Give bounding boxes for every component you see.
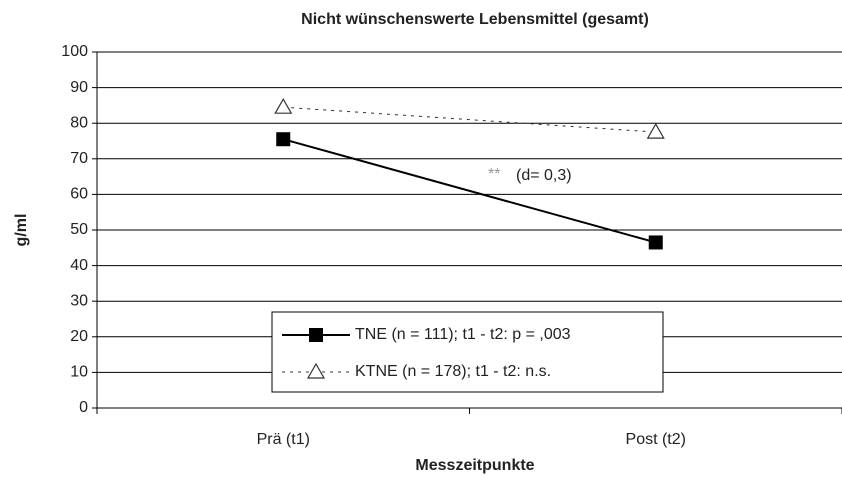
annotation-stars: ** — [488, 166, 500, 183]
y-tick-label: 70 — [70, 150, 88, 167]
x-tick-label: Prä (t1) — [257, 431, 310, 448]
annotation-text: (d= 0,3) — [516, 167, 572, 184]
marker — [648, 235, 663, 250]
legend-label: KTNE (n = 178); t1 - t2: n.s. — [355, 363, 551, 380]
legend-marker — [306, 362, 326, 379]
y-tick-label: 0 — [79, 399, 88, 416]
series-line — [282, 138, 657, 244]
y-tick-label: 10 — [70, 364, 88, 381]
legend-marker — [309, 328, 323, 342]
y-tick-label: 30 — [70, 292, 88, 309]
legend-label: TNE (n = 111); t1 - t2: p = ,003 — [355, 326, 571, 343]
y-tick-label: 50 — [70, 221, 88, 238]
y-tick-label: 90 — [70, 79, 88, 96]
x-tick-label: Post (t2) — [626, 431, 686, 448]
marker — [276, 132, 291, 147]
chart-title: Nicht wünschenswerte Lebensmittel (gesam… — [301, 11, 649, 28]
y-tick-label: 40 — [70, 257, 88, 274]
series-line — [283, 106, 656, 133]
x-axis-label: Messzeitpunkte — [415, 457, 534, 474]
y-tick-label: 60 — [70, 186, 88, 203]
legend-box — [271, 311, 664, 393]
y-tick-label: 20 — [70, 328, 88, 345]
y-tick-label: 100 — [61, 43, 88, 60]
marker — [274, 97, 293, 114]
y-axis-label: g/ml — [13, 214, 30, 247]
y-tick-label: 80 — [70, 114, 88, 131]
marker — [646, 122, 665, 139]
